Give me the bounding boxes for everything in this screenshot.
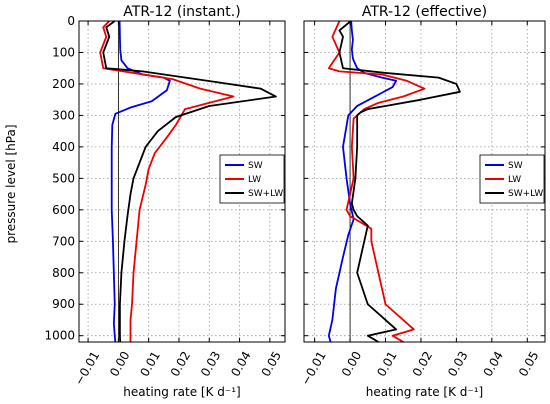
plot-frame (303, 20, 546, 343)
x-tick-label: 0.05 (259, 349, 284, 379)
y-tick-label: 700 (52, 234, 75, 248)
series-line-sw-lw (102, 20, 277, 343)
legend-label: SW (248, 161, 263, 171)
series-line-sw (110, 20, 171, 343)
x-tick-label: 0.02 (168, 349, 193, 379)
y-tick-label: 1000 (44, 329, 75, 343)
panel-title: ATR-12 (effective) (362, 4, 487, 20)
x-tick-label: 0.04 (481, 349, 506, 379)
x-axis-label: heating rate [K d⁻¹] (366, 385, 483, 399)
x-tick-label: 0.03 (445, 349, 470, 379)
legend-label: SW (508, 161, 523, 171)
x-tick-label: 0.00 (339, 349, 364, 379)
plot-frame (78, 20, 286, 343)
series-line-sw (327, 20, 398, 343)
panel-title: ATR-12 (instant.) (123, 4, 240, 20)
figure-ylabel: pressure level [hPa] (4, 124, 18, 243)
y-tick-label: 800 (52, 266, 75, 280)
y-tick-label: 100 (52, 45, 75, 59)
x-tick-label: 0.02 (410, 349, 435, 379)
y-tick-label: 900 (52, 297, 75, 311)
x-tick-label: 0.01 (137, 349, 162, 379)
x-tick-label: −0.01 (298, 349, 329, 388)
series-line-lw (99, 20, 235, 342)
legend-label: SW+LW (508, 189, 543, 199)
legend: SW LW SW+LW (479, 154, 545, 204)
y-tick-label: 300 (52, 108, 75, 122)
y-tick-label: 200 (52, 77, 75, 91)
series-line-lw (327, 20, 426, 343)
legend-box (479, 154, 545, 204)
x-tick-label: 0.05 (516, 349, 541, 379)
legend-label: LW (508, 175, 521, 185)
legend-label: LW (248, 175, 261, 185)
series-line-sw-lw (338, 20, 461, 343)
panel-instant: −0.01 0.00 0.01 0.02 0.03 0.04 0.05 0 100 200 300 4… (44, 4, 286, 399)
x-tick-label: 0.04 (228, 349, 253, 379)
x-axis-label: heating rate [K d⁻¹] (123, 385, 240, 399)
panel-effective: −0.01 0.00 0.01 0.02 0.03 0.04 0.05 ATR-12 (eff… (298, 4, 546, 399)
y-tick-label: 400 (52, 140, 75, 154)
x-tick-label: −0.01 (72, 349, 103, 388)
x-tick-label: 0.03 (198, 349, 223, 379)
y-tick-label: 0 (67, 14, 75, 28)
y-tick-label: 500 (52, 171, 75, 185)
x-tick-label: 0.00 (107, 349, 132, 379)
x-tick-label: 0.01 (374, 349, 399, 379)
y-tick-label: 600 (52, 203, 75, 217)
legend: SW LW SW+LW (219, 154, 285, 204)
legend-label: SW+LW (248, 189, 283, 199)
